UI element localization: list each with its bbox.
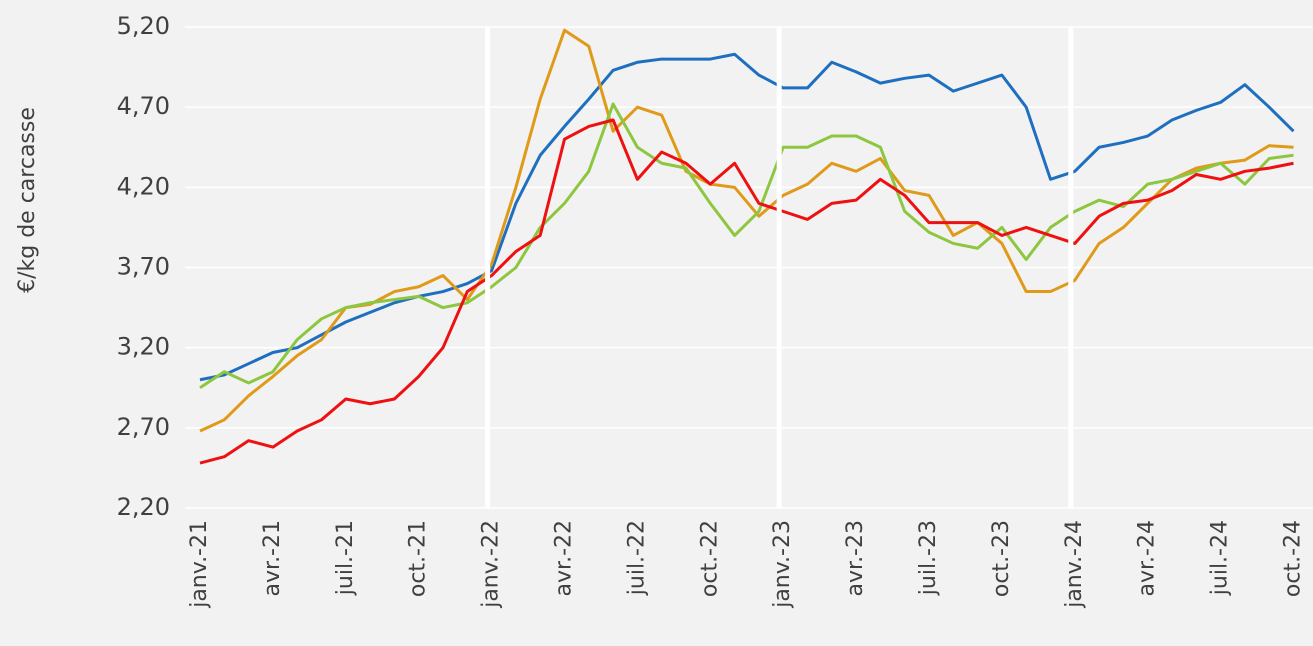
x-tick-label: avr.-21 xyxy=(260,520,285,596)
x-tick-label: avr.-22 xyxy=(552,520,577,596)
x-tick-label: janv.-24 xyxy=(1062,520,1087,609)
y-tick-label: 3,70 xyxy=(117,253,170,281)
x-tick-label: janv.-21 xyxy=(187,520,212,609)
x-tick-label: juil.-21 xyxy=(333,520,358,596)
y-tick-label: 2,20 xyxy=(117,493,170,521)
line-series xyxy=(199,28,1294,433)
x-tick-label: janv.-22 xyxy=(479,520,504,609)
y-tick-label: 3,20 xyxy=(117,333,170,361)
y-axis-label: €/kg de carcasse xyxy=(15,107,40,293)
y-tick-label: 4,70 xyxy=(117,92,170,120)
y-tick-label: 2,70 xyxy=(117,413,170,441)
x-tick-label: juil.-23 xyxy=(916,520,941,596)
x-tick-label: juil.-22 xyxy=(624,520,649,596)
x-tick-label: janv.-23 xyxy=(770,520,795,609)
line-series xyxy=(199,52,1295,382)
x-tick-label: oct.-22 xyxy=(697,520,722,597)
line-series xyxy=(199,118,1294,465)
line-series xyxy=(199,102,1294,390)
x-tick-label: oct.-24 xyxy=(1281,520,1306,597)
x-tick-label: avr.-23 xyxy=(843,520,868,596)
x-tick-label: oct.-23 xyxy=(989,520,1014,597)
y-tick-label: 5,20 xyxy=(117,12,170,40)
x-tick-label: oct.-21 xyxy=(406,520,431,597)
x-tick-label: juil.-24 xyxy=(1208,520,1233,596)
x-tick-label: avr.-24 xyxy=(1135,520,1160,596)
y-tick-label: 4,20 xyxy=(117,172,170,200)
